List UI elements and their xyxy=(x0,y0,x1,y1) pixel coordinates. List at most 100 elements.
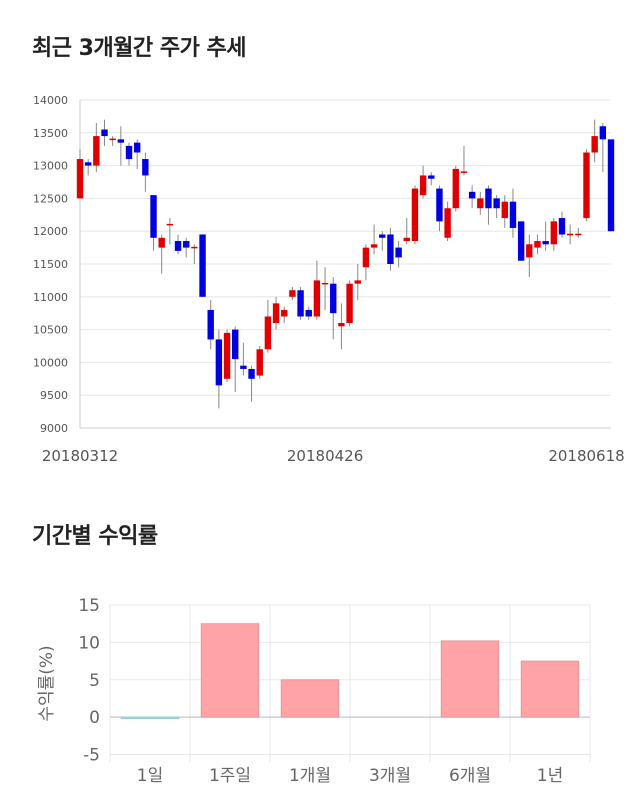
x-tick-label: 1일 xyxy=(137,766,163,786)
candle xyxy=(125,142,133,166)
y-tick-label: 15 xyxy=(78,596,100,616)
candle-body xyxy=(566,233,574,236)
candle xyxy=(313,260,321,320)
candle-body xyxy=(264,316,272,350)
y-tick-label: 10500 xyxy=(33,324,68,337)
candle-body xyxy=(370,244,378,248)
candle xyxy=(133,139,141,169)
y-tick-label: 5 xyxy=(89,671,100,691)
candle xyxy=(297,286,304,320)
return-bar xyxy=(520,660,580,718)
candle-body xyxy=(599,126,607,140)
candle xyxy=(330,277,337,340)
candle xyxy=(428,172,435,186)
candle-body xyxy=(354,280,361,284)
candle xyxy=(289,286,296,301)
candle-body xyxy=(174,241,182,251)
x-tick-label: 1년 xyxy=(537,766,563,786)
candlestick-chart: 9000 9500 10000 10500 11000 11500 12000 12500 13… xyxy=(33,94,625,465)
candle-body xyxy=(477,198,484,209)
candle-body xyxy=(387,234,394,264)
candle-body xyxy=(125,145,133,160)
candle xyxy=(158,234,165,274)
candle-body xyxy=(346,283,353,324)
candle-body xyxy=(93,136,100,166)
candle-body xyxy=(379,234,386,238)
candle-body xyxy=(166,223,174,226)
candle xyxy=(419,165,427,199)
candle xyxy=(452,165,459,212)
y-tick-label: 12000 xyxy=(33,225,68,238)
candle xyxy=(232,326,239,392)
candle xyxy=(117,126,125,166)
candle-body xyxy=(281,309,288,317)
candle-body xyxy=(607,139,615,232)
candle-body xyxy=(558,218,566,235)
candle-body xyxy=(223,332,231,379)
candle-body xyxy=(428,175,435,179)
candle-body xyxy=(158,237,165,248)
candle xyxy=(109,136,116,146)
candle-body xyxy=(460,171,468,173)
candle-body xyxy=(419,175,427,196)
y-tick-label: 10000 xyxy=(33,356,68,369)
candle-body xyxy=(215,339,223,386)
candle xyxy=(542,221,549,251)
candle xyxy=(199,234,206,297)
candle-body xyxy=(321,282,329,285)
candle-body xyxy=(183,241,190,248)
candle-body xyxy=(493,198,500,209)
candle xyxy=(84,159,92,176)
candle-body xyxy=(256,349,263,376)
candle-body xyxy=(76,159,84,199)
candle-body xyxy=(362,247,370,268)
y-tick-label: 12500 xyxy=(33,192,68,205)
candle-body xyxy=(133,142,141,153)
candle xyxy=(338,303,345,350)
candle-body xyxy=(232,329,239,360)
candle-body xyxy=(305,309,312,317)
candle-body xyxy=(485,188,492,209)
candle xyxy=(264,300,272,353)
candle-body xyxy=(526,244,533,258)
candle xyxy=(607,139,615,232)
candle xyxy=(346,280,353,327)
candle xyxy=(215,329,223,409)
candle-body xyxy=(330,283,337,314)
candle xyxy=(281,306,288,324)
candle xyxy=(599,122,607,173)
candle xyxy=(403,218,410,245)
return-bar xyxy=(440,640,500,718)
candle-body xyxy=(452,168,459,209)
candle-body xyxy=(550,221,558,245)
candle xyxy=(150,195,157,251)
candle-body xyxy=(150,195,157,238)
candle-body xyxy=(240,365,247,369)
x-tick-label: 1개월 xyxy=(289,766,331,786)
candle xyxy=(101,119,108,146)
candle-body xyxy=(542,241,549,245)
candle xyxy=(191,244,198,264)
candle-body xyxy=(575,233,582,236)
candle xyxy=(444,201,451,242)
x-tick-label: 20180618 xyxy=(548,447,624,465)
candle xyxy=(248,365,255,402)
price-trend-title: 최근 3개월간 주가 추세 xyxy=(32,36,246,61)
y-tick-label: 9000 xyxy=(40,422,68,435)
candle xyxy=(183,237,190,258)
y-tick-label: 11000 xyxy=(33,291,68,304)
candle xyxy=(321,267,329,310)
candle-body xyxy=(411,188,419,242)
candle-body xyxy=(468,191,476,199)
candle xyxy=(240,342,247,376)
candle xyxy=(370,224,378,255)
candle xyxy=(575,227,582,238)
candle xyxy=(354,264,361,301)
y-axis-label: 수익률(%) xyxy=(37,645,57,721)
candle xyxy=(526,234,533,278)
candle xyxy=(379,231,386,251)
candle xyxy=(485,185,492,225)
candle-body xyxy=(191,246,198,249)
y-tick-label: 11500 xyxy=(33,258,68,271)
candle-body xyxy=(248,368,255,379)
